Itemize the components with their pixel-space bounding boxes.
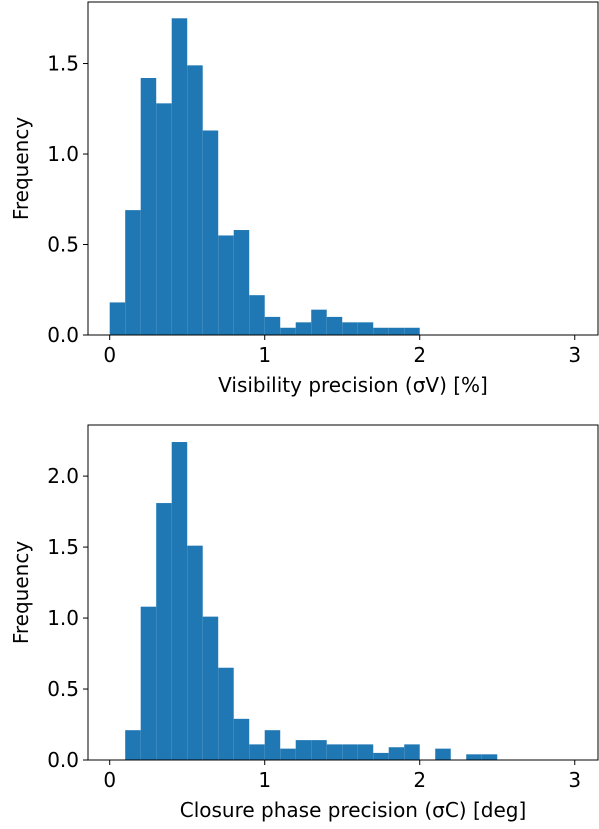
- bar: [326, 744, 343, 760]
- bar: [264, 730, 281, 760]
- bar: [373, 327, 389, 335]
- bar: [125, 210, 141, 335]
- y-tick-label: 1.0: [47, 142, 79, 166]
- bar: [342, 744, 358, 760]
- bar: [249, 295, 265, 335]
- x-tick-label: 0: [103, 768, 116, 792]
- bar: [326, 316, 343, 335]
- x-tick-label: 3: [568, 343, 581, 367]
- bar: [466, 754, 482, 760]
- bar: [280, 748, 296, 760]
- y-tick-label: 0.5: [47, 677, 79, 701]
- y-tick-label: 0.0: [47, 323, 79, 347]
- bar: [404, 327, 420, 335]
- bar: [156, 503, 172, 760]
- bar: [156, 103, 172, 335]
- y-tick-label: 0.5: [47, 233, 79, 257]
- bar: [140, 78, 157, 336]
- axes-frame: [87, 1, 599, 336]
- x-axis-label: Closure phase precision (σC) [deg]: [180, 798, 527, 822]
- x-tick-label: 0: [103, 343, 116, 367]
- bar: [202, 130, 219, 335]
- bar: [295, 740, 312, 760]
- x-tick-label: 2: [413, 343, 426, 367]
- bar: [233, 230, 250, 335]
- x-tick-label: 2: [413, 768, 426, 792]
- bar: [171, 442, 188, 760]
- axes-frame: [87, 424, 599, 761]
- bar: [249, 744, 265, 760]
- bar: [311, 740, 327, 760]
- y-tick-label: 2.0: [47, 464, 79, 488]
- bar: [311, 309, 327, 335]
- y-tick-label: 1.5: [47, 52, 79, 76]
- bar: [187, 65, 203, 335]
- bar: [187, 545, 203, 760]
- x-tick-label: 3: [568, 768, 581, 792]
- bar: [264, 316, 281, 335]
- x-tick-label: 1: [258, 343, 271, 367]
- bar: [295, 322, 312, 335]
- y-tick-label: 1.5: [47, 535, 79, 559]
- bar: [388, 747, 405, 760]
- bar: [140, 606, 157, 760]
- bar: [109, 302, 126, 335]
- bar: [404, 744, 420, 760]
- y-tick-label: 0.0: [47, 748, 79, 772]
- y-axis-label: Frequency: [9, 117, 33, 220]
- bar: [357, 744, 374, 760]
- bar: [373, 752, 389, 760]
- x-tick-label: 1: [258, 768, 271, 792]
- bar: [481, 754, 498, 760]
- bar: [125, 730, 141, 760]
- bar: [342, 322, 358, 335]
- bar: [202, 616, 219, 760]
- bar: [233, 718, 250, 760]
- y-axis-label: Frequency: [9, 541, 33, 644]
- bar: [171, 18, 188, 335]
- bar: [280, 327, 296, 335]
- bar: [218, 235, 234, 335]
- bar: [357, 322, 374, 335]
- y-tick-label: 1.0: [47, 606, 79, 630]
- x-axis-label: Visibility precision (σV) [%]: [218, 373, 488, 397]
- bar: [218, 667, 234, 760]
- bar: [435, 748, 451, 760]
- bar: [388, 327, 405, 335]
